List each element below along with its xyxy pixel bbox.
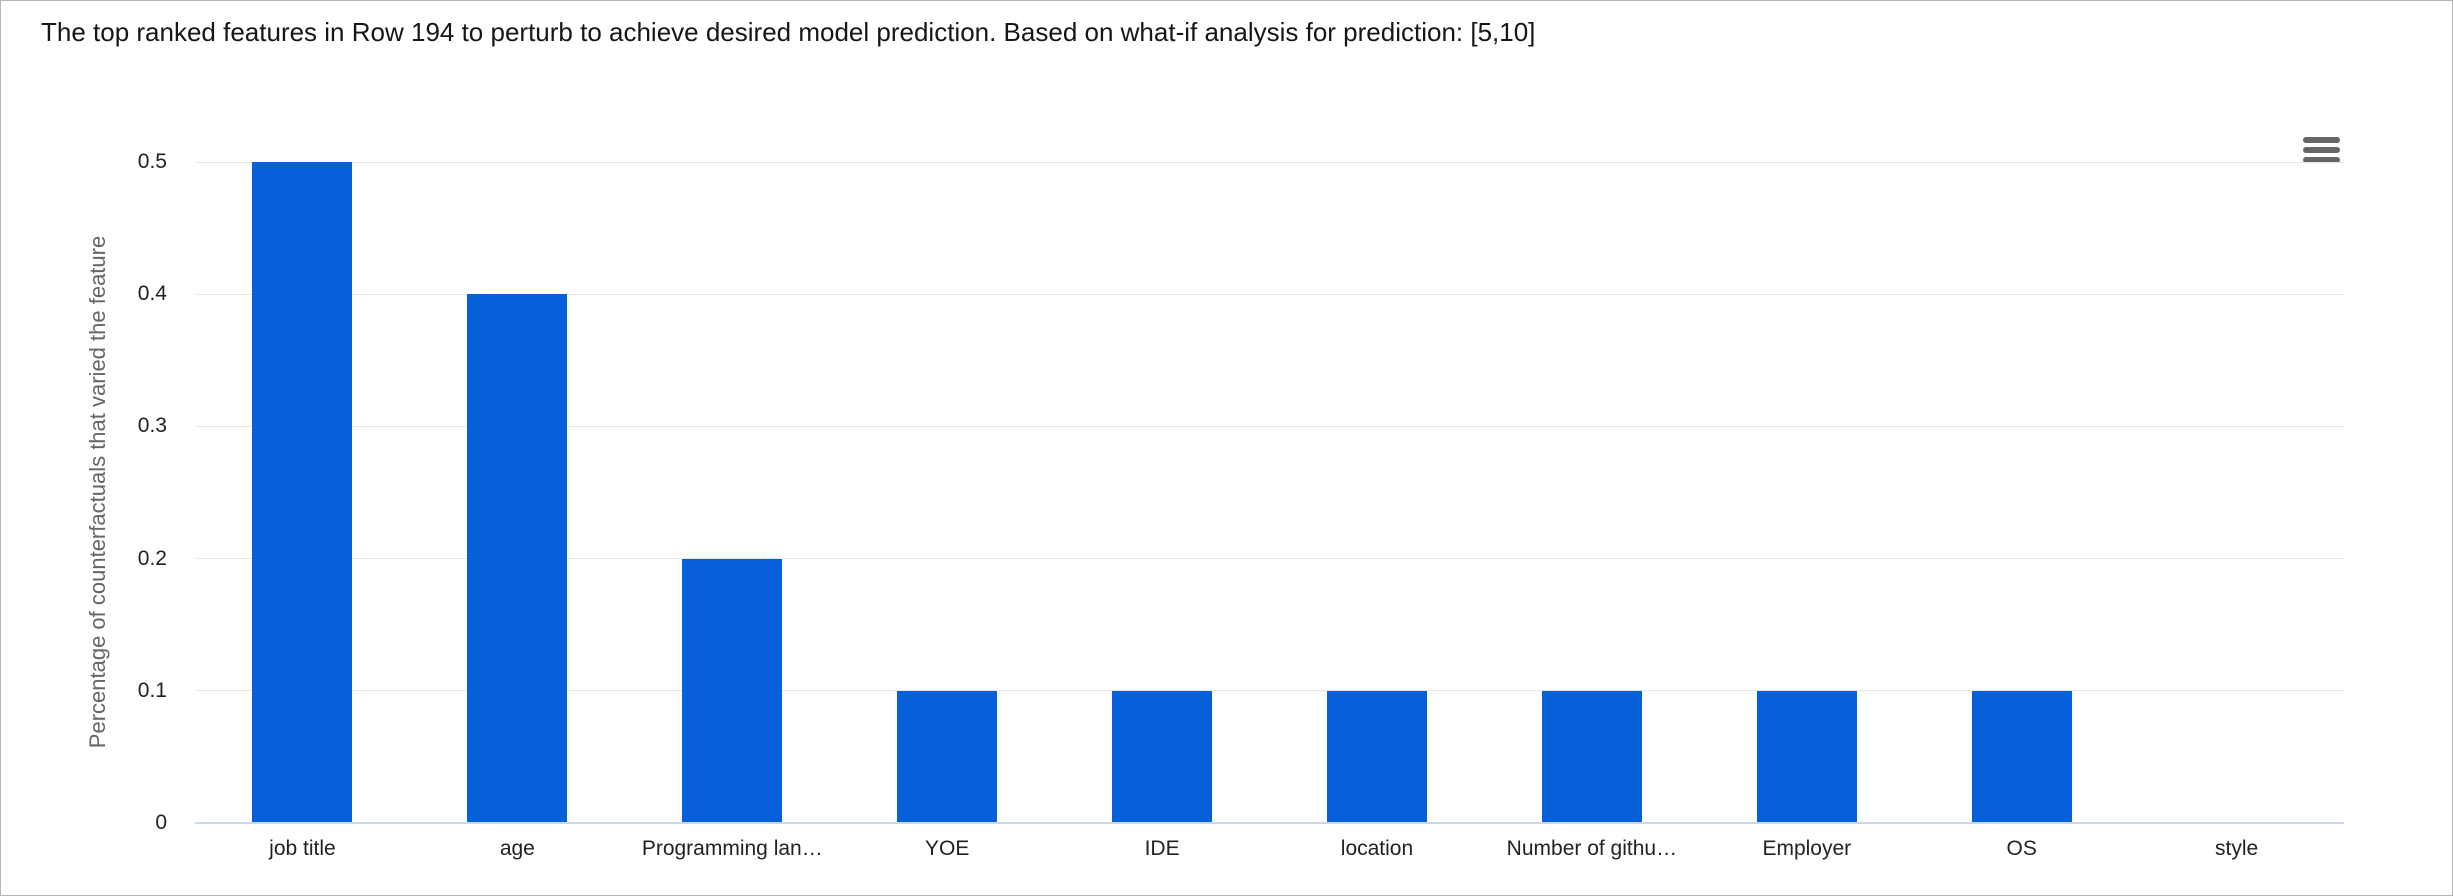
plot-area <box>195 161 2344 824</box>
y-axis-tick-labels: 0 0.1 0.2 0.3 0.4 0.5 <box>1 150 167 834</box>
bar[interactable] <box>1971 690 2072 823</box>
category-slot <box>1484 162 1699 823</box>
bar[interactable] <box>1326 690 1427 823</box>
bar[interactable] <box>1112 690 1213 823</box>
category-slot <box>1270 162 1485 823</box>
category-slot <box>840 162 1055 823</box>
y-tick-label: 0.2 <box>137 546 167 570</box>
x-axis-label: Programming lan… <box>641 837 823 860</box>
gridline <box>195 293 2344 295</box>
y-tick-label: 0.1 <box>137 678 167 702</box>
y-tick-label: 0.3 <box>137 414 167 438</box>
x-axis-label: IDE <box>1144 837 1180 860</box>
x-axis-label: YOE <box>924 837 970 860</box>
y-tick-label: 0 <box>155 811 167 834</box>
bar[interactable] <box>897 690 998 823</box>
category-slot <box>2129 162 2344 823</box>
x-axis-labels: job title age Programming lan… YOE IDE locati… <box>195 837 2344 861</box>
x-axis-label: location <box>1340 837 1414 860</box>
category-slot <box>410 162 625 823</box>
x-axis-label: OS <box>2006 837 2037 860</box>
category-slot <box>195 162 410 823</box>
hamburger-icon <box>2303 157 2340 163</box>
gridline <box>195 425 2344 427</box>
bar[interactable] <box>1541 690 1642 823</box>
hamburger-icon <box>2303 147 2340 153</box>
x-axis-label: style <box>2215 837 2259 860</box>
hamburger-icon <box>2303 137 2340 143</box>
gridline <box>195 690 2344 692</box>
bar[interactable] <box>682 558 783 823</box>
bar[interactable] <box>252 162 353 823</box>
x-axis-line <box>195 822 2344 824</box>
gridline <box>195 558 2344 560</box>
x-axis-label: Number of githu… <box>1506 837 1678 860</box>
chart-title: The top ranked features in Row 194 to pe… <box>41 17 1536 47</box>
y-tick-label: 0.4 <box>137 282 167 306</box>
category-slot <box>1699 162 1914 823</box>
category-slot <box>625 162 840 823</box>
x-axis-label: Employer <box>1762 837 1852 860</box>
category-slot <box>1914 162 2129 823</box>
bars-layer <box>195 162 2344 823</box>
bar[interactable] <box>1756 690 1857 823</box>
x-axis-label: age <box>499 837 535 860</box>
bar[interactable] <box>467 294 568 823</box>
chart-context-menu-button[interactable] <box>2297 131 2346 169</box>
x-axis-label: job title <box>269 837 336 860</box>
y-tick-label: 0.5 <box>137 150 167 173</box>
gridline <box>195 161 2344 163</box>
category-slot <box>1055 162 1270 823</box>
